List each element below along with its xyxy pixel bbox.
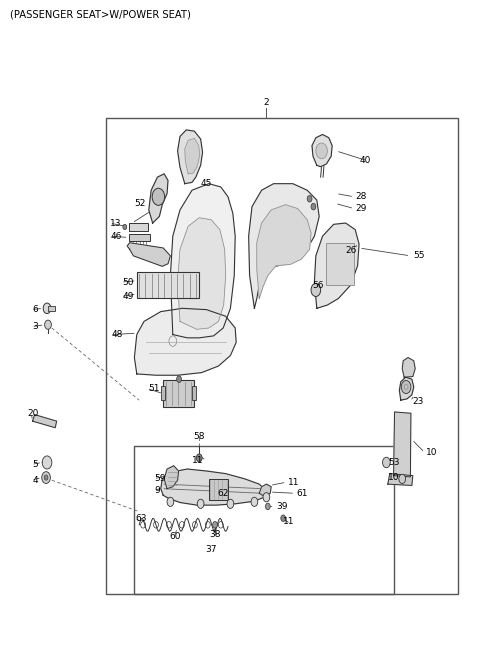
Circle shape — [44, 475, 48, 480]
Circle shape — [45, 320, 51, 329]
Text: 11: 11 — [288, 478, 300, 487]
Circle shape — [383, 457, 390, 468]
Bar — [137, 272, 199, 298]
Text: 49: 49 — [122, 292, 134, 301]
Circle shape — [251, 497, 258, 506]
Circle shape — [42, 472, 50, 483]
Circle shape — [152, 188, 165, 205]
Text: 4: 4 — [33, 476, 38, 485]
Text: 51: 51 — [148, 384, 159, 393]
Text: 37: 37 — [205, 544, 217, 554]
Circle shape — [311, 203, 316, 210]
Polygon shape — [388, 474, 413, 485]
Circle shape — [307, 195, 312, 202]
Text: 52: 52 — [134, 199, 146, 208]
Circle shape — [399, 474, 406, 483]
Text: 6: 6 — [33, 305, 38, 314]
Text: 28: 28 — [355, 192, 367, 201]
Circle shape — [281, 515, 286, 522]
Circle shape — [177, 376, 181, 382]
Text: 26: 26 — [346, 246, 357, 255]
Circle shape — [213, 522, 217, 528]
Bar — [48, 306, 55, 311]
Text: 40: 40 — [360, 156, 372, 165]
Text: 48: 48 — [111, 330, 123, 339]
Text: 55: 55 — [413, 251, 424, 260]
Bar — [209, 479, 228, 500]
Text: 11: 11 — [192, 456, 204, 465]
Circle shape — [311, 283, 321, 297]
Text: 11: 11 — [283, 517, 295, 526]
Polygon shape — [394, 412, 411, 477]
Circle shape — [197, 499, 204, 508]
Text: 63: 63 — [136, 514, 147, 523]
Circle shape — [401, 380, 411, 394]
Text: 10: 10 — [426, 448, 438, 457]
Circle shape — [227, 499, 234, 508]
Text: 45: 45 — [201, 179, 212, 188]
Text: 38: 38 — [209, 530, 221, 539]
Bar — [134, 446, 394, 594]
Circle shape — [167, 497, 174, 506]
Text: (PASSENGER SEAT>W/POWER SEAT): (PASSENGER SEAT>W/POWER SEAT) — [10, 10, 191, 20]
Circle shape — [196, 454, 202, 462]
Polygon shape — [259, 484, 271, 497]
Text: 46: 46 — [110, 232, 122, 241]
Text: 50: 50 — [122, 277, 134, 287]
Circle shape — [263, 493, 270, 502]
Polygon shape — [33, 415, 57, 428]
Text: 9: 9 — [155, 486, 160, 495]
Circle shape — [42, 456, 52, 469]
Polygon shape — [178, 130, 203, 184]
Text: 13: 13 — [110, 218, 122, 228]
Polygon shape — [312, 134, 332, 167]
Polygon shape — [127, 243, 170, 266]
Polygon shape — [170, 184, 235, 338]
Polygon shape — [402, 358, 415, 377]
Polygon shape — [149, 174, 168, 223]
Bar — [326, 243, 354, 285]
Polygon shape — [185, 138, 200, 174]
Text: 29: 29 — [355, 204, 367, 213]
Bar — [161, 386, 165, 400]
Polygon shape — [164, 466, 179, 489]
Bar — [192, 386, 196, 400]
Text: 59: 59 — [155, 474, 166, 483]
Polygon shape — [314, 223, 359, 308]
Text: 56: 56 — [312, 281, 324, 290]
Text: 23: 23 — [413, 397, 424, 406]
Text: 3: 3 — [33, 322, 38, 331]
Polygon shape — [178, 218, 226, 329]
Circle shape — [43, 303, 51, 314]
Text: 58: 58 — [193, 432, 205, 441]
Circle shape — [265, 503, 270, 510]
Text: 5: 5 — [33, 460, 38, 469]
Polygon shape — [134, 308, 236, 375]
Bar — [129, 234, 150, 241]
Text: 2: 2 — [264, 98, 269, 108]
Text: 20: 20 — [28, 409, 39, 418]
Text: 61: 61 — [297, 489, 308, 498]
Text: 53: 53 — [388, 458, 399, 467]
Bar — [163, 380, 194, 407]
Bar — [129, 223, 148, 231]
Text: 39: 39 — [276, 502, 288, 511]
Circle shape — [316, 143, 327, 159]
Polygon shape — [399, 377, 414, 400]
Polygon shape — [257, 205, 311, 298]
Text: 10: 10 — [388, 473, 399, 482]
Circle shape — [123, 224, 127, 230]
Text: 60: 60 — [169, 532, 181, 541]
Polygon shape — [161, 469, 266, 505]
Bar — [106, 118, 458, 594]
Polygon shape — [249, 184, 319, 308]
Text: 62: 62 — [217, 489, 228, 498]
